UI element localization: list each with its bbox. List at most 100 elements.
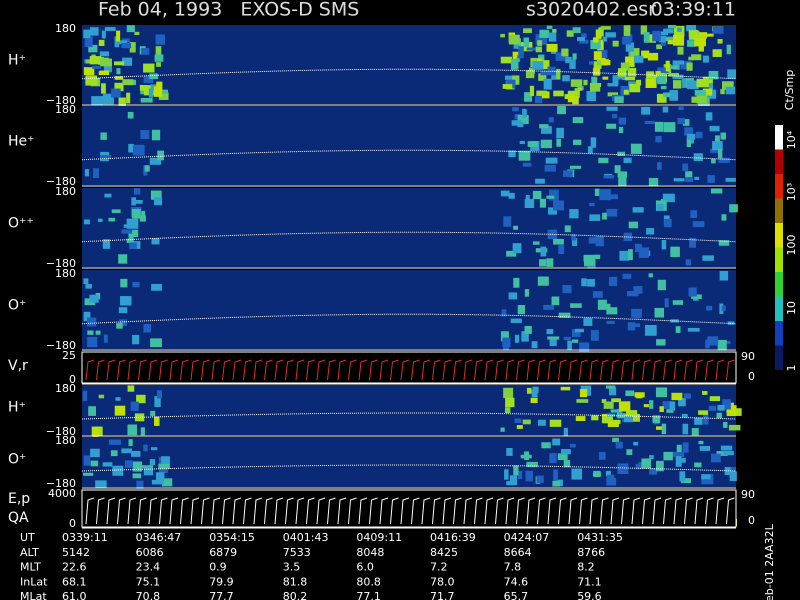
spectrum-patch xyxy=(140,89,148,95)
spectrum-patch xyxy=(508,192,515,199)
spectrum-patch xyxy=(500,56,513,64)
cell: 78.0 xyxy=(430,575,455,588)
spectrum-patch xyxy=(636,79,642,86)
spectrum-patch xyxy=(691,428,699,436)
spectrum-patch xyxy=(552,480,561,487)
spectrum-patch xyxy=(581,278,587,287)
spectrum-patch xyxy=(668,72,680,77)
spectrum-patch xyxy=(121,43,132,49)
spectrum-patch xyxy=(606,474,615,479)
time: 03:39:11 xyxy=(651,0,736,21)
colorbar-label: 10 xyxy=(785,301,798,315)
spectrum-patch xyxy=(151,129,161,141)
spectrum-patch xyxy=(669,401,676,411)
spectrum-patch xyxy=(567,340,572,350)
cell: 61.0 xyxy=(62,590,87,600)
spectrum-patch xyxy=(535,178,545,184)
spectrum-patch xyxy=(141,48,150,55)
spectrum-patch xyxy=(575,416,586,422)
spectrum-patch xyxy=(127,111,134,119)
spectrum-patch xyxy=(90,448,100,458)
spectrum-patch xyxy=(505,397,515,408)
spectrum-patch xyxy=(540,246,547,257)
spectrum-patch xyxy=(512,75,520,85)
spectrum-patch xyxy=(609,194,618,200)
spectrum-patch xyxy=(624,413,632,418)
spectrum-patch xyxy=(610,276,616,284)
spectrum-patch xyxy=(83,67,95,76)
spectrum-patch xyxy=(115,397,121,401)
spectrum-patch xyxy=(625,410,638,418)
spectrum-patch xyxy=(710,188,723,194)
spectrum-patch xyxy=(633,286,643,294)
spectrum-patch xyxy=(579,342,590,352)
spectrum-patch xyxy=(618,174,627,186)
spectrum-patch xyxy=(714,135,720,145)
spectrum-patch xyxy=(143,323,152,333)
spectrum-patch xyxy=(540,70,549,76)
spectrum-patch xyxy=(662,193,675,203)
spectrum-patch xyxy=(504,469,509,480)
spectrum-patch xyxy=(641,106,651,115)
spectrum-patch xyxy=(149,73,159,80)
row-label: MLT xyxy=(20,561,41,574)
spectrum-patch xyxy=(149,157,162,165)
spectrum-patch xyxy=(514,334,520,343)
right-tick: 0 xyxy=(748,514,755,527)
spectrum-patch xyxy=(649,455,654,460)
spectrum-patch xyxy=(504,407,511,414)
spectrum-patch xyxy=(508,150,516,158)
spectrum-patch xyxy=(675,456,682,467)
spectrum-patch xyxy=(620,62,630,71)
spectrum-patch xyxy=(729,471,737,482)
spectrum-patch xyxy=(683,393,691,399)
spectrum-patch xyxy=(682,423,689,435)
spectrum-patch xyxy=(547,66,556,76)
spectrum-patch xyxy=(153,86,163,97)
spectrum-patch xyxy=(130,401,139,411)
spectrum-patch xyxy=(154,54,164,62)
spectrum-patch xyxy=(558,244,565,255)
spectrum-patch xyxy=(86,317,97,327)
spectrum-patch xyxy=(124,460,133,468)
spectrum-patch xyxy=(129,242,137,250)
spectrum-patch xyxy=(99,51,109,57)
spectrum-patch xyxy=(614,96,624,103)
spectrum-patch xyxy=(695,131,703,139)
spectrum-patch xyxy=(558,312,571,318)
spectrum-patch xyxy=(691,294,702,299)
spectrum-patch xyxy=(581,33,587,39)
spectrum-patch xyxy=(605,32,616,38)
spectrum-patch xyxy=(725,86,736,95)
spectrum-patch xyxy=(83,29,91,39)
spectrum-patch xyxy=(603,401,614,409)
tick-bottom: −180 xyxy=(46,257,76,270)
spectrum-patch xyxy=(541,60,550,70)
spectrum-patch xyxy=(682,119,690,126)
spectrum-patch xyxy=(592,68,601,76)
spectrum-patch xyxy=(625,42,635,52)
colorbar-label: 1 xyxy=(785,365,798,372)
cell: 0354:15 xyxy=(209,531,255,544)
spectrum-patch xyxy=(126,92,131,104)
spectrum-patch xyxy=(601,49,608,58)
spectrum-patch xyxy=(703,76,713,88)
spectrum-patch xyxy=(131,197,137,206)
spectrum-patch xyxy=(537,276,549,286)
spectrum-patch xyxy=(721,214,727,221)
spectrum-patch xyxy=(517,470,523,479)
spectrum-patch xyxy=(591,415,599,421)
cell: 0431:35 xyxy=(577,531,623,544)
cell: 7.8 xyxy=(504,561,521,574)
spectrum-patch xyxy=(610,409,618,413)
spectrum-patch xyxy=(92,427,99,437)
spectrum-patch xyxy=(717,39,723,44)
colorbar-label: 10⁴ xyxy=(785,130,798,149)
spectrum-patch xyxy=(85,75,98,86)
tick-top: 25 xyxy=(62,349,76,362)
spectrum-patch xyxy=(565,56,572,63)
spectrum-patch xyxy=(564,94,570,99)
spectrum-patch xyxy=(702,55,709,63)
colorbar-label: 100 xyxy=(785,235,798,256)
spectrum-patch xyxy=(673,178,685,182)
